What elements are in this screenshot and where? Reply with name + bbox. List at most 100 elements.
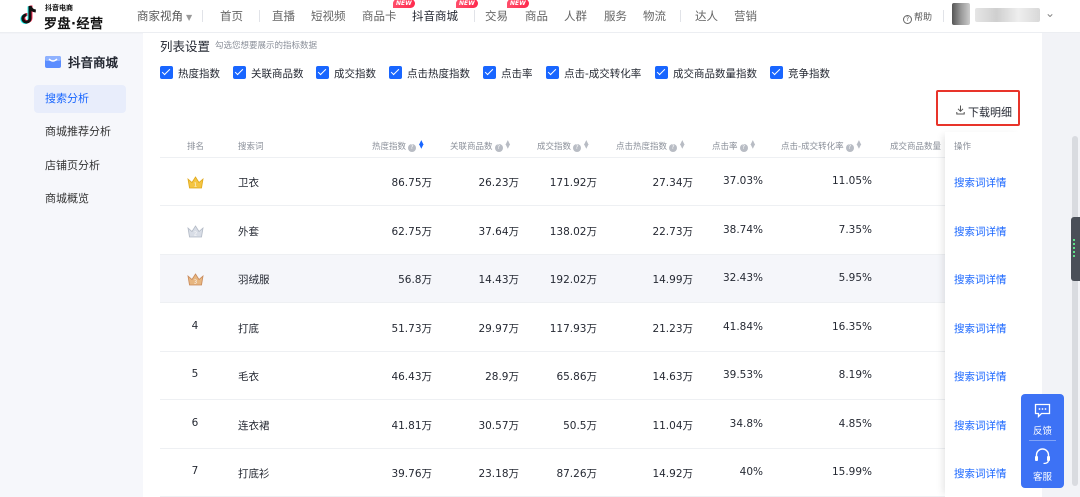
keyword-detail-link[interactable]: 搜索词详情 [954, 322, 1007, 335]
deal-cell: 65.86万 [556, 371, 597, 383]
table-row[interactable]: 6 连衣裙 41.81万 30.57万 50.5万 11.04万 34.8% 4.85% [160, 401, 1023, 449]
sort-icon[interactable]: ▲ ▼ [505, 139, 511, 150]
service-label[interactable]: 客服 [1032, 472, 1052, 483]
download-details-button[interactable]: 下载明细 [936, 90, 1020, 126]
ctr-cell: 37.03% [722, 175, 763, 187]
checkbox-deal-index[interactable]: 成交指数 [316, 66, 376, 80]
nav-logistics[interactable]: 物流 [643, 9, 666, 23]
checkbox-click-deal-rate[interactable]: 点击-成交转化率 [546, 66, 641, 80]
question-icon[interactable]: ? [573, 144, 582, 152]
keyword-detail-link[interactable]: 搜索词详情 [954, 371, 1007, 383]
checkbox-click-heat-index[interactable]: 点击热度指数 [389, 66, 470, 80]
related-cell: 23.18万 [478, 468, 519, 480]
logo[interactable]: 抖音电商 罗盘·经营 [18, 3, 118, 32]
header-heat-index[interactable]: 热度指数 ?▲ ▼ [372, 140, 424, 152]
nav-influencer[interactable]: 达人 [695, 9, 718, 23]
deal-cell: 87.26万 [556, 468, 597, 480]
deal-cell: 50.5万 [563, 419, 597, 432]
ctr-cell: 32.43% [722, 272, 763, 284]
floating-service-panel: 反馈 客服 [1021, 394, 1064, 488]
nav-divider [202, 10, 203, 22]
nav-service[interactable]: 服务 [604, 9, 627, 23]
sort-icon[interactable]: ▲ ▼ [680, 139, 685, 150]
cvr-cell: 4.85% [838, 417, 872, 430]
question-icon[interactable]: ? [669, 144, 678, 152]
header-label: 点击率 [712, 142, 738, 152]
checkbox-checked-icon [655, 66, 668, 79]
sort-icon[interactable]: ▲ ▼ [584, 139, 589, 150]
header-rank: 排名 [187, 142, 205, 152]
header-deal-qty[interactable]: 成交商品数量 [890, 142, 942, 152]
table-row[interactable]: 3 羽绒服 56.8万 14.43万 192.02万 14.99万 32.43% 5.95% [160, 255, 1023, 303]
account-name-blurred[interactable] [975, 8, 1040, 22]
header-deal-index[interactable]: 成交指数 ?▲ ▼ [537, 140, 589, 152]
question-circle-icon: ? [903, 15, 912, 24]
nav-live[interactable]: 直播 [272, 9, 295, 23]
chevron-down-icon[interactable]: ⌄ [1045, 6, 1056, 20]
rank-number: 7 [191, 465, 199, 477]
scroll-handle[interactable] [1071, 217, 1080, 281]
keyword-detail-link[interactable]: 搜索词详情 [954, 468, 1007, 480]
keyword-detail-link[interactable]: 搜索词详情 [954, 177, 1007, 189]
related-cell: 14.43万 [478, 274, 519, 286]
rank-number: 4 [191, 319, 199, 332]
logo-title: 罗盘·经营 [44, 17, 104, 32]
header-label: 点击-成交转化率 [781, 142, 844, 152]
sidebar: 抖音商城 搜索分析 商城推荐分析 店铺页分析 商城概览 [0, 34, 143, 497]
question-icon[interactable]: ? [408, 144, 417, 152]
feedback-icon[interactable] [1034, 403, 1051, 418]
keyword-cell: 毛衣 [238, 371, 259, 383]
click-heat-cell: 21.23万 [652, 322, 693, 335]
customer-service-icon[interactable] [1034, 448, 1051, 464]
keyword-detail-link[interactable]: 搜索词详情 [954, 419, 1007, 432]
list-settings-title: 列表设置 [160, 39, 211, 54]
sidebar-item-mall-recommend[interactable]: 商城推荐分析 [45, 125, 111, 138]
rank-crown-icon: 3 [187, 273, 204, 286]
sidebar-item-mall-overview[interactable]: 商城概览 [45, 192, 89, 205]
perspective-dropdown[interactable]: 商家视角 ▼ [137, 8, 192, 24]
sort-icon[interactable]: ▲ ▼ [856, 139, 862, 150]
keyword-cell: 卫衣 [238, 177, 259, 189]
sort-desc-icon[interactable]: ▲ ▼ [419, 139, 424, 150]
checkbox-related-products[interactable]: 关联商品数 [233, 66, 304, 80]
question-icon[interactable]: ? [494, 144, 503, 152]
header-ctr[interactable]: 点击率 ?▲ ▼ [712, 140, 755, 152]
checkbox-deal-qty-index[interactable]: 成交商品数量指数 [655, 66, 757, 80]
nav-short-video[interactable]: 短视频 [311, 9, 346, 23]
question-icon[interactable]: ? [845, 144, 854, 152]
table-row[interactable]: 5 毛衣 46.43万 28.9万 65.86万 14.63万 39.53% 8.19% [160, 352, 1023, 400]
header-click-heat-index[interactable]: 点击热度指数 ?▲ ▼ [616, 140, 685, 152]
feedback-label[interactable]: 反馈 [1032, 426, 1052, 437]
nav-douyin-mall[interactable]: 抖音商城 [412, 9, 458, 23]
checkbox-competition-index[interactable]: 竞争指数 [770, 66, 830, 80]
nav-product-card[interactable]: 商品卡 [362, 9, 397, 23]
keyword-detail-link[interactable]: 搜索词详情 [954, 274, 1007, 286]
question-icon[interactable]: ? [739, 144, 748, 152]
nav-audience[interactable]: 人群 [564, 9, 587, 23]
nav-marketing[interactable]: 营销 [734, 9, 757, 23]
heat-cell: 56.8万 [398, 274, 432, 286]
help-link[interactable]: ? 帮助 [903, 10, 932, 24]
table-row[interactable]: 1 卫衣 86.75万 26.23万 171.92万 27.34万 37.03% 11.05% [160, 158, 1023, 206]
header-label: 成交指数 [537, 142, 572, 152]
keyword-detail-link[interactable]: 搜索词详情 [954, 225, 1007, 238]
header-click-deal-rate[interactable]: 点击-成交转化率 ?▲ ▼ [781, 140, 861, 152]
header-related-products[interactable]: 关联商品数 ?▲ ▼ [450, 140, 510, 152]
page-scrollbar[interactable] [1072, 136, 1078, 486]
checkbox-ctr[interactable]: 点击率 [483, 66, 533, 80]
nav-trade[interactable]: 交易 [485, 9, 508, 23]
table-row[interactable]: 7 打底衫 39.76万 23.18万 87.26万 14.92万 40% 15.99% [160, 449, 1023, 497]
ctr-cell: 40% [739, 466, 763, 478]
checkbox-heat-index[interactable]: 热度指数 [160, 66, 220, 80]
rank-number: 6 [191, 416, 199, 429]
avatar[interactable] [952, 3, 970, 25]
table-row[interactable]: 2 外套 62.75万 37.64万 138.02万 22.73万 38.74% 7.35% [160, 207, 1023, 255]
sidebar-item-search-analysis[interactable]: 搜索分析 [34, 85, 126, 113]
cvr-cell: 11.05% [831, 175, 872, 187]
table-row[interactable]: 4 打底 51.73万 29.97万 117.93万 21.23万 41.84% 16.35% [160, 304, 1023, 352]
nav-product[interactable]: 商品 [525, 9, 548, 23]
sort-icon[interactable]: ▲ ▼ [750, 139, 756, 150]
nav-home[interactable]: 首页 [220, 9, 243, 23]
sidebar-item-store-page[interactable]: 店铺页分析 [45, 159, 100, 172]
deal-cell: 138.02万 [549, 225, 597, 238]
